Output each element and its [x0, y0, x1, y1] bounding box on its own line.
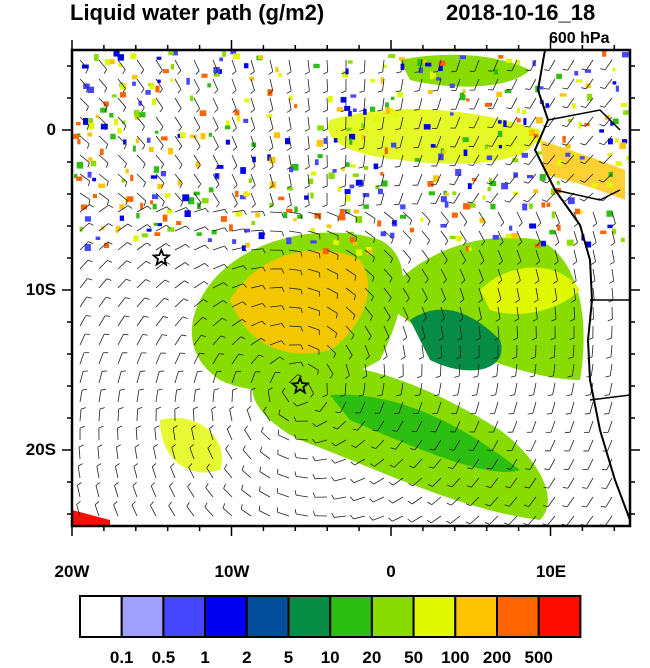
colorbar-label: 2	[242, 648, 251, 668]
colorbar-swatch	[163, 596, 205, 637]
colorbar-swatch	[330, 596, 372, 637]
y-tick-label: 0	[0, 120, 56, 140]
colorbar-swatch	[414, 596, 456, 637]
x-tick-label: 10E	[536, 562, 566, 582]
x-tick-label: 10W	[215, 562, 250, 582]
colorbar-swatch	[205, 596, 247, 637]
colorbar-swatch	[122, 596, 164, 637]
colorbar-swatch	[372, 596, 414, 637]
y-tick-label: 10S	[0, 280, 56, 300]
colorbar-label: 500	[525, 648, 553, 668]
lwp-field	[72, 50, 635, 526]
colorbar-swatch	[80, 596, 122, 637]
colorbar-label: 50	[404, 648, 423, 668]
x-tick-label: 0	[386, 562, 395, 582]
colorbar-label: 0.1	[110, 648, 134, 668]
colorbar-label: 0.5	[152, 648, 176, 668]
colorbar-label: 100	[441, 648, 469, 668]
colorbar-label: 10	[321, 648, 340, 668]
colorbar-label: 1	[200, 648, 209, 668]
colorbar-label: 200	[483, 648, 511, 668]
colorbar-swatch	[247, 596, 289, 637]
colorbar-swatch	[497, 596, 539, 637]
colorbar	[80, 596, 580, 637]
colorbar-swatch	[539, 596, 581, 637]
colorbar-swatch	[289, 596, 331, 637]
colorbar-swatch	[455, 596, 497, 637]
colorbar-label: 20	[362, 648, 381, 668]
x-tick-label: 20W	[55, 562, 90, 582]
colorbar-label: 5	[284, 648, 293, 668]
y-tick-label: 20S	[0, 440, 56, 460]
